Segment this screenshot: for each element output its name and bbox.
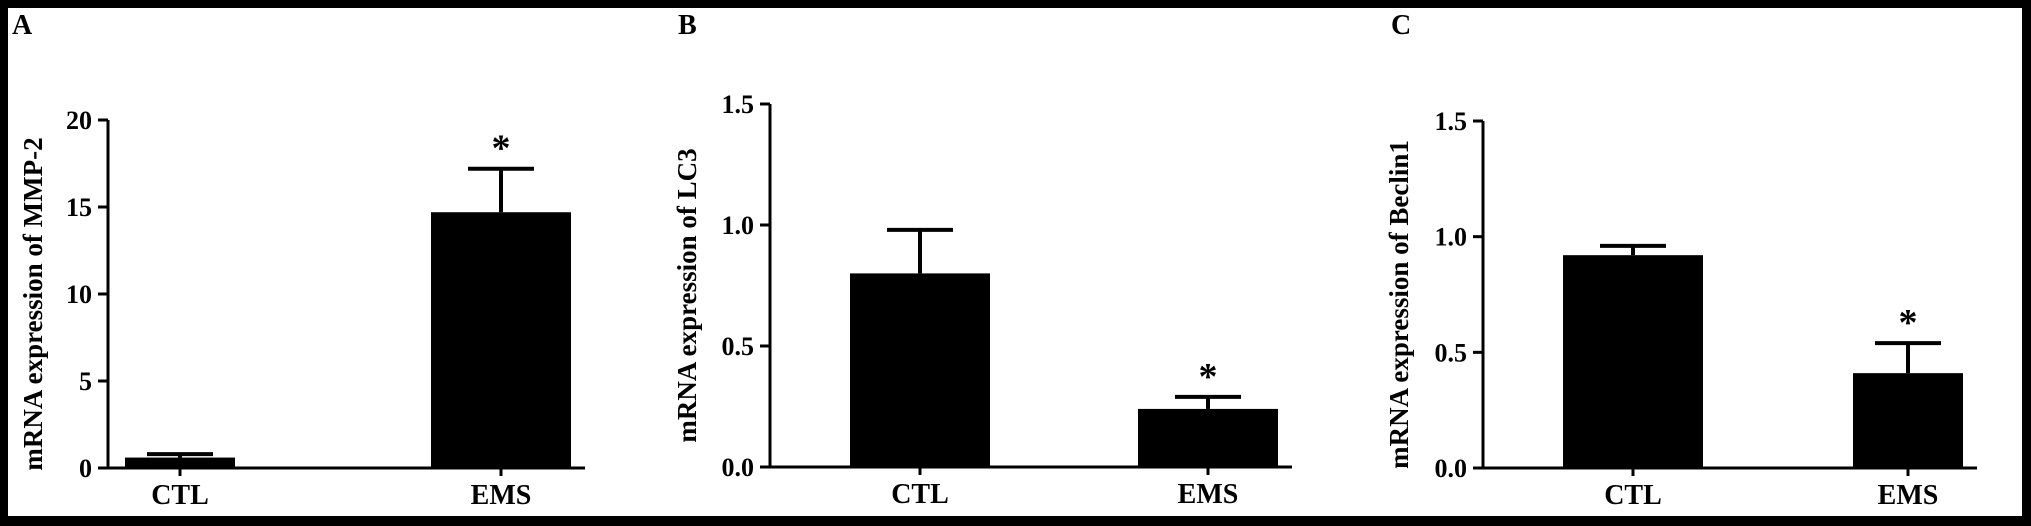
bar-ems (1138, 408, 1278, 467)
y-tick-label: 0.0 (722, 453, 755, 482)
y-tick-label: 1.5 (1435, 107, 1468, 136)
bar-ems (431, 212, 571, 468)
significance-star: * (1899, 302, 1918, 344)
y-tick-label: 1.5 (722, 90, 755, 119)
bar-ctl (125, 457, 235, 468)
y-tick-label: 1.0 (722, 211, 755, 240)
y-axis-label: mRNA expression of MMP-2 (18, 137, 48, 470)
panel-letter: C (1391, 10, 1411, 41)
significance-star: * (1199, 356, 1218, 398)
y-axis-label: mRNA expression of LC3 (672, 148, 702, 442)
y-tick-label: 10 (66, 280, 92, 309)
x-tick-label-ems: EMS (1878, 480, 1939, 511)
y-tick-label: 0.5 (1435, 338, 1468, 367)
y-tick-label: 20 (66, 106, 92, 135)
y-tick-label: 0.5 (722, 332, 755, 361)
bar-ems (1853, 373, 1963, 468)
x-tick-label-ctl: CTL (891, 479, 949, 510)
panel-letter: B (678, 10, 697, 41)
x-tick-label-ems: EMS (1178, 479, 1239, 510)
y-axis-label: mRNA expression of Beclin1 (1384, 140, 1414, 469)
y-tick-label: 5 (79, 367, 92, 396)
y-tick-label: 0.0 (1435, 454, 1468, 483)
x-tick-label-ems: EMS (471, 480, 532, 511)
bar-ctl (1563, 255, 1703, 468)
y-tick-label: 1.0 (1435, 223, 1468, 252)
x-tick-label-ctl: CTL (1604, 480, 1662, 511)
y-tick-label: 0 (79, 454, 92, 483)
significance-star: * (492, 128, 511, 170)
bar-ctl (850, 273, 990, 467)
x-tick-label-ctl: CTL (151, 480, 209, 511)
panel-letter: A (12, 10, 33, 41)
y-tick-label: 15 (66, 193, 92, 222)
